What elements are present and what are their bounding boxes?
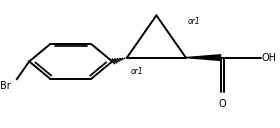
Polygon shape xyxy=(186,55,221,60)
Text: Br: Br xyxy=(0,81,10,91)
Text: OH: OH xyxy=(262,53,277,63)
Text: or1: or1 xyxy=(131,67,144,76)
Text: O: O xyxy=(219,99,226,109)
Text: or1: or1 xyxy=(187,17,200,26)
